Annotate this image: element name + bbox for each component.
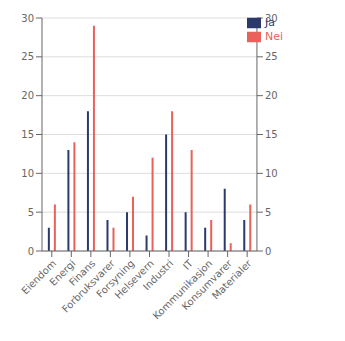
svg-text:Materialer: Materialer	[210, 257, 254, 301]
svg-text:10: 10	[21, 168, 34, 179]
svg-text:25: 25	[265, 51, 278, 62]
svg-text:10: 10	[265, 168, 278, 179]
svg-text:5: 5	[265, 207, 271, 218]
svg-text:20: 20	[21, 90, 34, 101]
svg-text:15: 15	[21, 129, 34, 140]
svg-text:0: 0	[28, 246, 34, 257]
svg-text:20: 20	[265, 90, 278, 101]
svg-text:30: 30	[265, 13, 278, 24]
svg-text:15: 15	[265, 129, 278, 140]
svg-text:0: 0	[265, 246, 271, 257]
svg-text:30: 30	[21, 13, 34, 24]
svg-text:5: 5	[28, 207, 34, 218]
svg-text:25: 25	[21, 51, 34, 62]
svg-text:Industri: Industri	[141, 258, 176, 293]
